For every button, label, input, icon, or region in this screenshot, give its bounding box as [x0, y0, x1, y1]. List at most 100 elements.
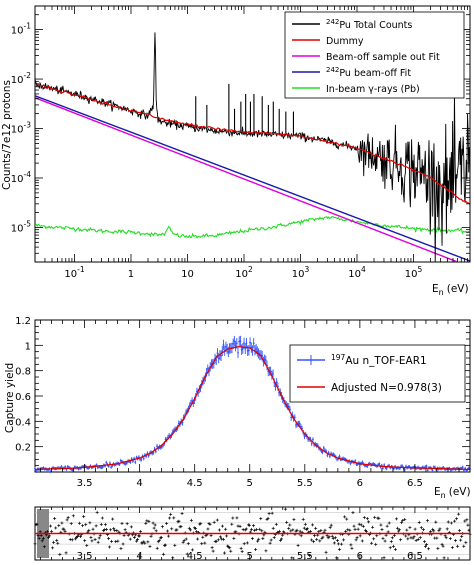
bottom-x-tick-label: 4.5 [187, 551, 203, 562]
middle-x-tick-label: 4 [136, 478, 142, 489]
middle-data-point [272, 372, 274, 375]
middle-x-axis-title: En (eV) [434, 486, 471, 500]
middle-data-point [368, 462, 371, 465]
top-y-tick-label-base: 10 [11, 174, 24, 185]
middle-data-point [347, 461, 349, 463]
middle-data-point [255, 348, 258, 350]
series-beam-off-fit-line [35, 95, 470, 262]
middle-y-tick-label: 0.6 [15, 392, 31, 403]
top-y-tick-label: 10-3 [11, 121, 31, 136]
middle-data-point [206, 368, 209, 370]
middle-data-point [383, 464, 386, 466]
middle-data-point [244, 347, 247, 350]
middle-data-point [60, 465, 63, 468]
middle-data-point [111, 464, 114, 467]
top-x-axis-title: En (eV) [432, 283, 469, 297]
top-x-tick-label-base: 10 [235, 269, 248, 280]
middle-data-point [338, 455, 341, 458]
bottom-series-group [33, 507, 472, 560]
bottom-x-tick-label: 5 [247, 551, 253, 562]
middle-data-point [232, 342, 235, 345]
middle-data-point [321, 451, 324, 453]
top-x-tick-label: 103 [292, 265, 310, 280]
middle-data-point [247, 349, 250, 352]
top-y-tick-label-exp: -4 [24, 170, 32, 179]
top-legend-entries: 242Pu Total Counts Dummy Beam-off sample o… [292, 18, 440, 95]
top-y-tick-label: 10-1 [11, 22, 31, 37]
middle-legend: 197Au n_TOF-EAR1 Adjusted N=0.978(3) [289, 344, 466, 403]
middle-fit-line [34, 346, 471, 471]
middle-panel: 3.5 4 4.5 5 5.5 6 6.5 0.2 0.4 0.6 0.8 1 1.2 Capture… [4, 316, 471, 500]
middle-data-point [222, 343, 225, 346]
middle-data-point [131, 460, 134, 462]
top-legend-label: 242Pu Total Counts [326, 18, 412, 31]
middle-data-point [332, 453, 335, 456]
middle-data-point [220, 354, 222, 357]
top-x-tick-label: 104 [348, 265, 366, 280]
middle-data-point [129, 461, 132, 463]
middle-legend-label: Adjusted N=0.978(3) [331, 382, 442, 394]
middle-data-point [461, 466, 464, 469]
top-x-tick-label-base: 10 [405, 269, 418, 280]
bottom-x-tick-label: 6 [357, 551, 363, 562]
top-y-tick-label: 10-5 [11, 219, 31, 234]
middle-data-point [216, 352, 219, 355]
middle-data-point [227, 351, 230, 353]
middle-data-point [298, 422, 301, 425]
middle-data-point [287, 405, 290, 408]
middle-data-point [310, 442, 313, 445]
middle-data-point [385, 467, 388, 470]
top-y-axis-title: Counts/7e12 protons [1, 80, 13, 190]
bottom-x-ticks: 3.5 4 4.5 5 5.5 6 6.5 [40, 507, 471, 562]
middle-data-point [328, 455, 331, 458]
top-series-group [35, 32, 470, 262]
middle-data-point [221, 350, 224, 352]
middle-data-point [156, 445, 158, 448]
top-y-tick-label-exp: -2 [24, 71, 32, 80]
middle-data-point [52, 466, 55, 469]
middle-legend-label-rest: Au n_TOF-EAR1 [345, 355, 426, 367]
middle-data-point [105, 461, 108, 464]
middle-data-point [64, 466, 67, 468]
middle-y-ticks: 0.2 0.4 0.6 0.8 1 1.2 [15, 316, 470, 467]
top-y-tick-label-exp: -3 [24, 121, 32, 130]
middle-data-point [303, 435, 306, 438]
middle-data-point [73, 466, 76, 468]
middle-data-point [274, 385, 277, 388]
top-legend-label-rest: Beam-off sample out Fit [326, 52, 440, 63]
top-legend-box [284, 11, 465, 99]
bottom-x-tick-label: 5.5 [297, 551, 313, 562]
bottom-x-tick-label: 3.5 [77, 551, 93, 562]
top-legend-label-rest: In-beam γ-rays (Pb) [326, 84, 420, 95]
middle-x-ticks: 3.5 4 4.5 5 5.5 6 6.5 [40, 320, 471, 489]
series-beam-off-sample-out-fit-line [35, 97, 460, 262]
middle-data-point [322, 447, 325, 449]
middle-data-point [256, 350, 259, 353]
top-x-tick-label-base: 10 [181, 269, 194, 280]
top-x-tick-label-base: 10 [348, 269, 361, 280]
middle-legend-label-rest: Adjusted N=0.978(3) [331, 382, 442, 394]
middle-data-point [392, 467, 395, 470]
middle-data-point [336, 458, 338, 461]
top-x-tick-label: 102 [235, 265, 253, 280]
middle-data-point [361, 461, 364, 464]
top-x-tick-label-base: 10 [64, 269, 77, 280]
top-x-tick-label: 10 [181, 269, 194, 280]
middle-x-tick-label: 4.5 [187, 478, 203, 489]
middle-data-point [215, 359, 218, 361]
middle-data-point [152, 451, 155, 454]
middle-data-point [235, 342, 238, 345]
middle-data-point [330, 452, 332, 455]
middle-data-point [168, 434, 171, 437]
top-y-tick-label: 10-2 [11, 71, 31, 86]
top-legend-label: Dummy [326, 36, 364, 47]
top-legend: 242Pu Total Counts Dummy Beam-off sample o… [284, 11, 465, 99]
top-x-tick-label: 105 [405, 265, 423, 280]
top-x-tick-label-exp: 3 [304, 265, 309, 274]
middle-data-point [217, 357, 220, 360]
middle-data-point [243, 342, 245, 344]
top-y-tick-label-exp: -1 [24, 22, 32, 31]
top-y-tick-label-exp: -5 [24, 219, 32, 228]
top-y-tick-label: 10-4 [11, 170, 31, 185]
